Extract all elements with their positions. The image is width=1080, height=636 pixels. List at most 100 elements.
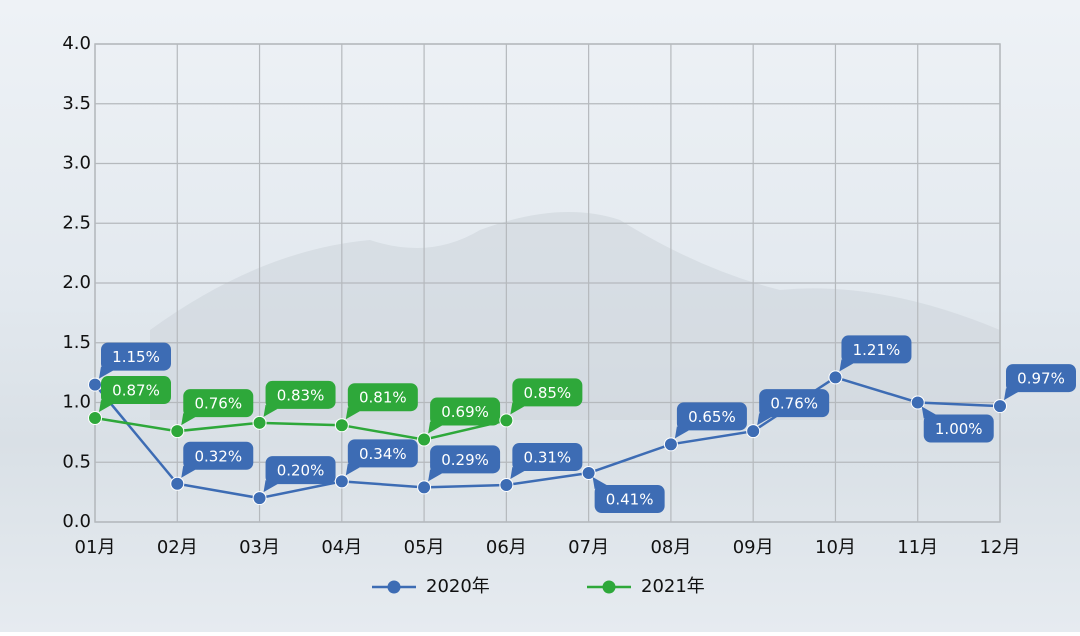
value-label-pointer (345, 407, 360, 420)
value-label: 0.41% (592, 477, 665, 514)
value-label-pointer (428, 469, 443, 482)
value-label-box (183, 389, 254, 418)
point (334, 418, 349, 433)
value-label: 1.21% (839, 335, 912, 372)
value-label-box (430, 445, 501, 474)
value-label-box (923, 414, 994, 443)
value-label-box (347, 439, 418, 468)
legend-label: 2020年 (426, 576, 490, 597)
legend-marker (602, 580, 616, 594)
value-label-box (676, 402, 747, 431)
value-label: 0.76% (757, 389, 830, 426)
value-label-pointer (592, 477, 607, 490)
x-tick-label: 06月 (486, 537, 527, 558)
value-label-text: 1.00% (935, 420, 983, 438)
y-tick-label: 0.0 (62, 511, 91, 532)
value-label: 1.00% (921, 406, 994, 443)
y-tick-label: 0.5 (62, 451, 91, 472)
value-label: 0.81% (345, 383, 418, 420)
point (746, 424, 761, 439)
point (170, 424, 185, 439)
value-label: 0.83% (263, 380, 336, 417)
value-label: 0.76% (181, 389, 254, 426)
point (663, 437, 678, 452)
value-label: 0.85% (510, 378, 583, 415)
value-label-box (183, 441, 254, 470)
x-tick-label: 07月 (568, 537, 609, 558)
value-label-box (512, 378, 583, 407)
value-label-text: 0.32% (194, 447, 242, 465)
y-tick-label: 4.0 (62, 33, 91, 54)
value-label-text: 0.41% (606, 491, 654, 509)
value-label-text: 0.76% (194, 395, 242, 413)
value-label-pointer (757, 413, 772, 426)
value-label-box (101, 342, 171, 371)
value-label-text: 1.21% (853, 341, 901, 359)
point (417, 480, 432, 495)
value-label-pointer (263, 480, 278, 493)
value-label: 0.20% (263, 456, 336, 493)
value-label-text: 0.97% (1017, 370, 1065, 388)
x-tick-label: 03月 (239, 537, 280, 558)
value-label-box (265, 456, 336, 485)
point (828, 370, 843, 385)
value-label-pointer (921, 406, 936, 419)
y-tick-label: 3.5 (62, 93, 91, 114)
value-label-box (1006, 364, 1076, 393)
value-label-text: 1.15% (112, 348, 160, 366)
point (88, 377, 102, 392)
value-label-box (101, 376, 171, 405)
value-label-text: 0.85% (524, 384, 572, 402)
value-label-pointer (510, 466, 525, 479)
legend-label: 2021年 (641, 576, 705, 597)
x-tick-label: 05月 (404, 537, 445, 558)
value-label-text: 0.87% (112, 382, 160, 400)
value-label-pointer (839, 359, 854, 372)
point (252, 415, 267, 430)
y-tick-label: 2.5 (62, 212, 91, 233)
legend-marker (387, 580, 401, 594)
x-tick-label: 02月 (157, 537, 198, 558)
point (581, 466, 596, 481)
x-tick-label: 04月 (321, 537, 362, 558)
value-label-pointer (674, 426, 689, 439)
value-label-box (759, 389, 830, 418)
value-label-pointer (181, 413, 196, 426)
value-label-pointer (99, 400, 113, 413)
x-tick-label: 09月 (733, 537, 774, 558)
point (88, 411, 102, 426)
point (252, 491, 267, 506)
value-label: 1.15% (99, 342, 171, 379)
value-label: 0.69% (428, 397, 501, 434)
value-label-text: 0.76% (770, 395, 818, 413)
value-label: 0.29% (428, 445, 501, 482)
value-label-box (430, 397, 501, 426)
y-tick-label: 3.0 (62, 153, 91, 174)
value-label-pointer (345, 463, 360, 476)
point (993, 399, 1007, 414)
value-label-text: 0.31% (524, 448, 572, 466)
series-line (94, 416, 507, 441)
value-label-box (594, 485, 665, 514)
x-tick-label: 12月 (980, 537, 1021, 558)
point (417, 432, 432, 447)
value-label-pointer (428, 421, 443, 434)
value-label: 0.31% (510, 442, 583, 479)
value-label-box (347, 383, 418, 412)
x-tick-label: 01月 (75, 537, 116, 558)
value-label-text: 0.34% (359, 445, 407, 463)
value-label-box (841, 335, 912, 364)
value-label-text: 0.81% (359, 389, 407, 407)
point (499, 477, 514, 492)
value-label-pointer (1004, 388, 1018, 401)
value-label-text: 0.83% (277, 386, 325, 404)
value-label: 0.87% (99, 376, 171, 413)
point (910, 395, 925, 410)
value-label-pointer (510, 402, 525, 415)
y-tick-label: 1.5 (62, 332, 91, 353)
y-tick-label: 2.0 (62, 272, 91, 293)
series-line (94, 376, 1001, 500)
value-label-pointer (263, 404, 278, 417)
x-tick-label: 08月 (650, 537, 691, 558)
value-label: 0.97% (1004, 364, 1076, 401)
